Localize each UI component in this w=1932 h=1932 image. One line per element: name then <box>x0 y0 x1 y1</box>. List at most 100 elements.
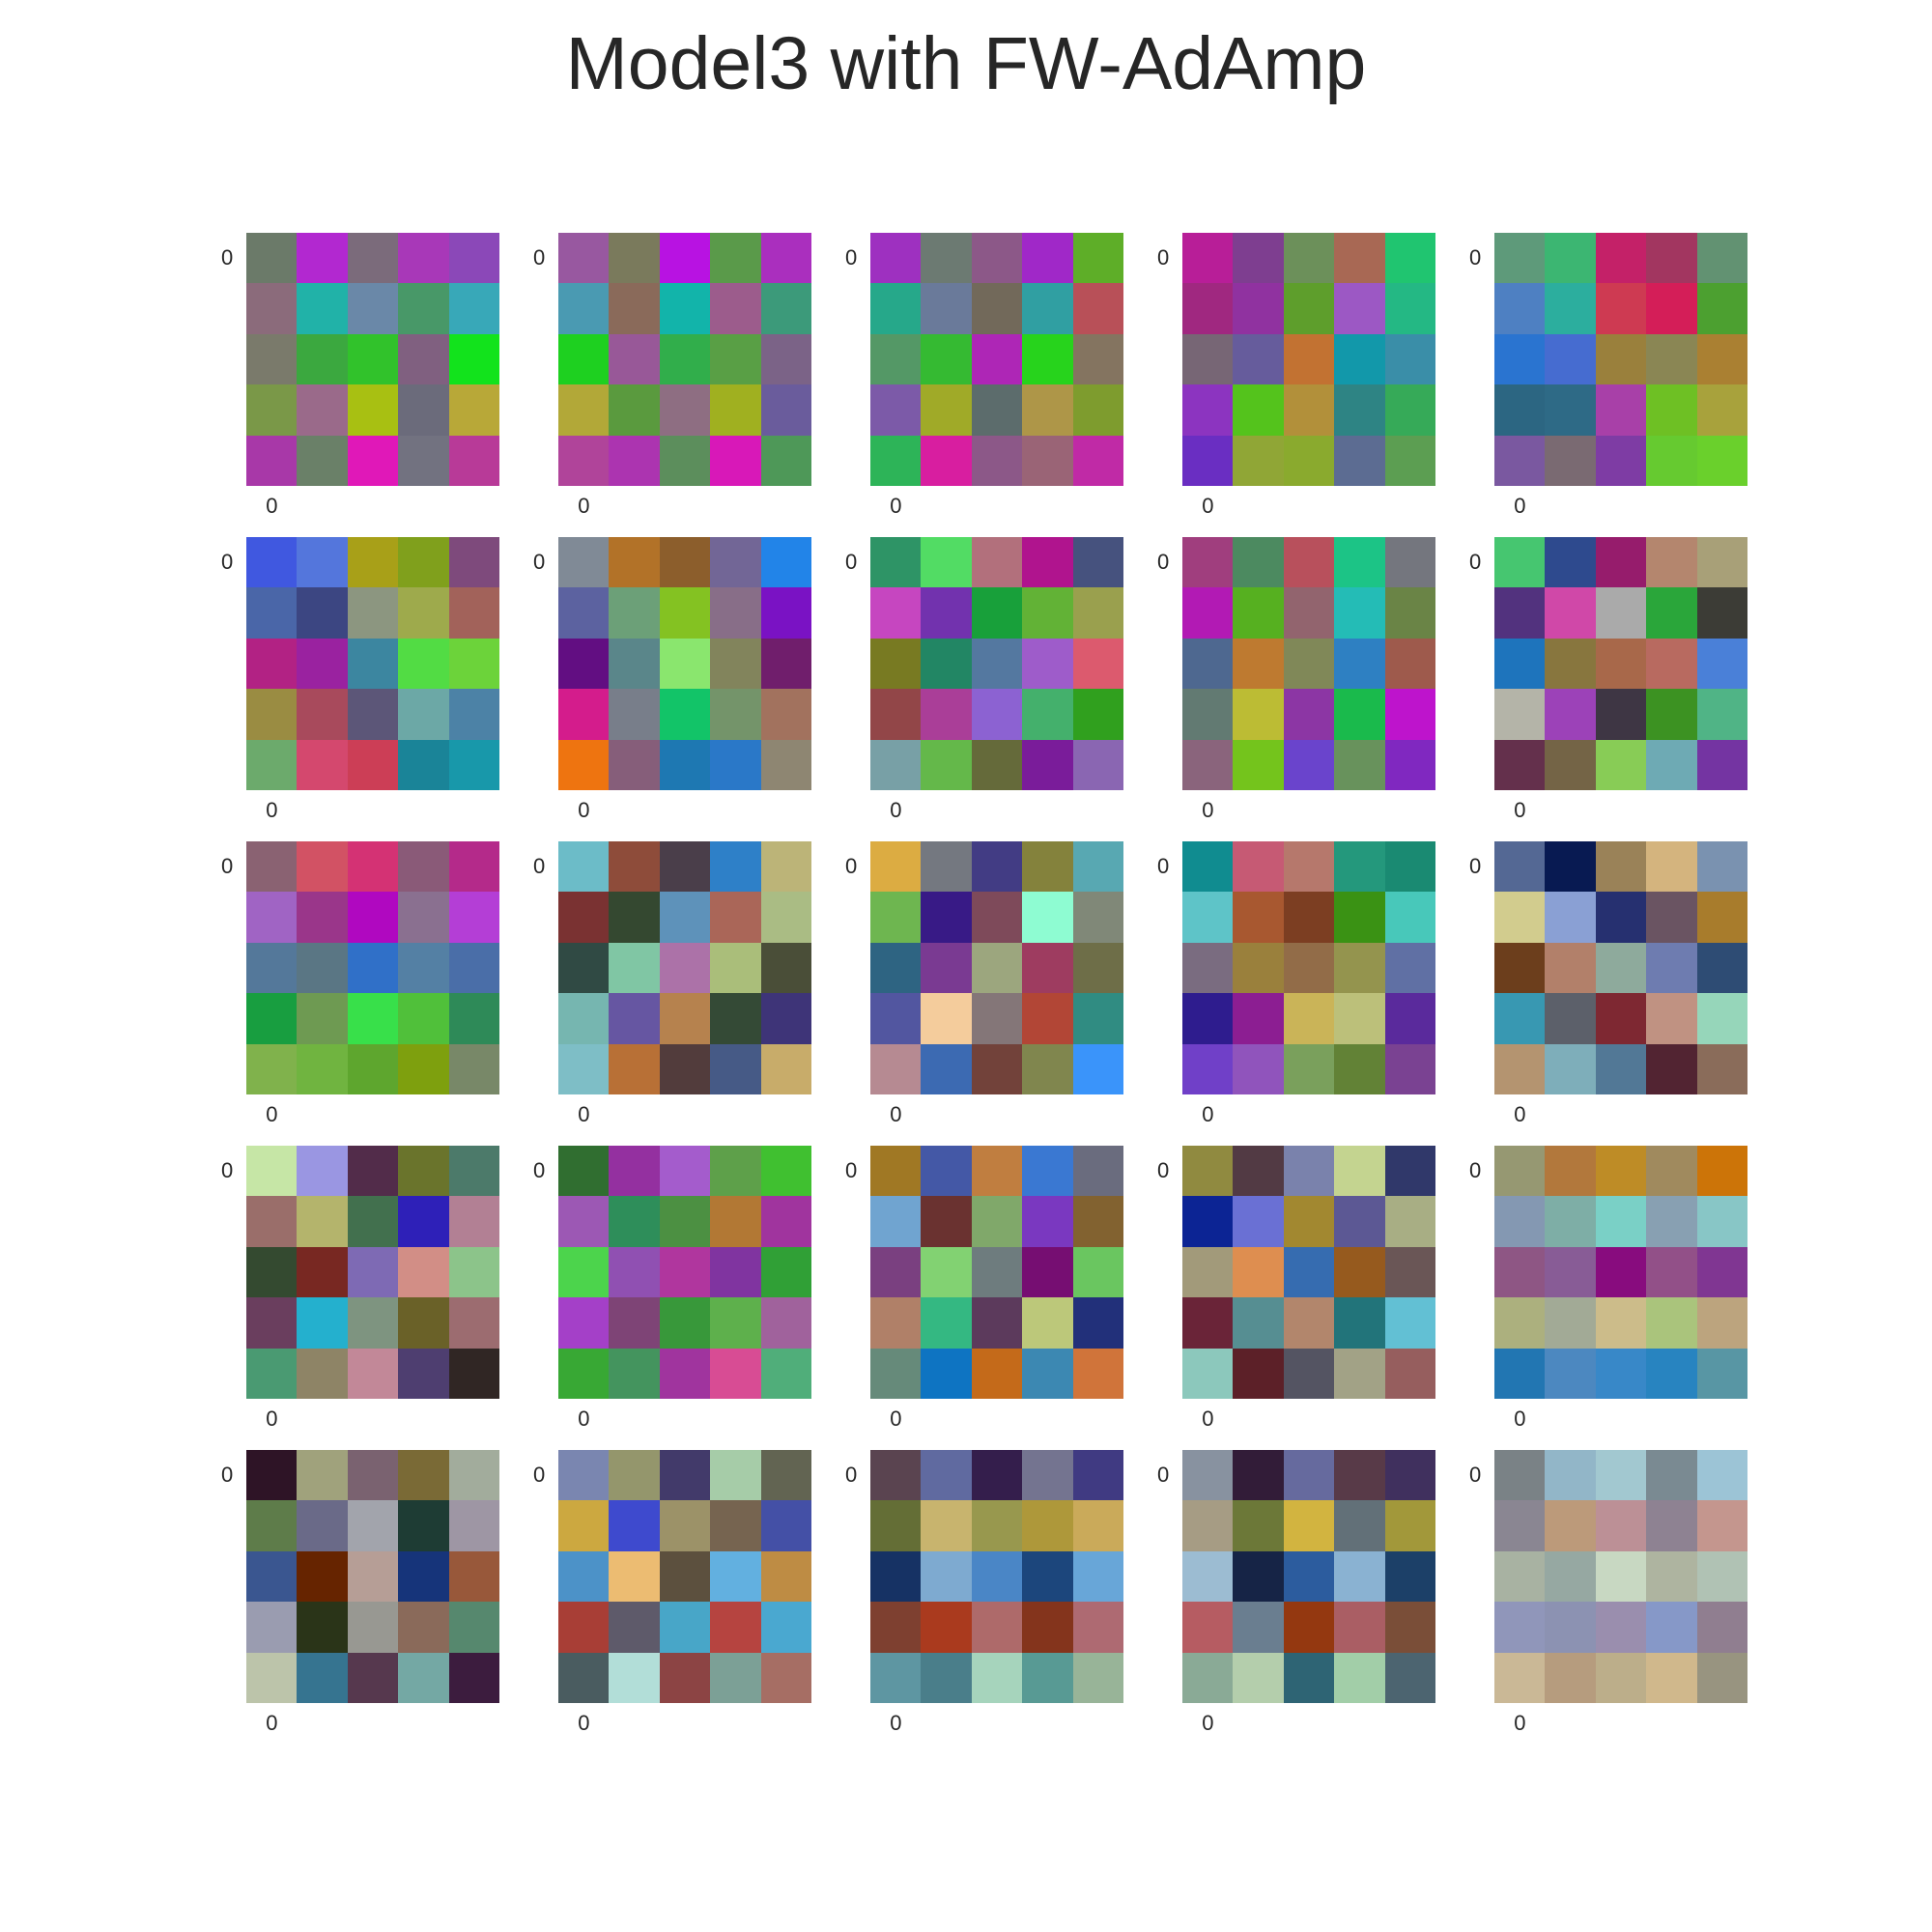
heatmap-cell <box>398 537 450 588</box>
heatmap-cell <box>710 233 762 284</box>
heatmap-cell <box>297 993 349 1045</box>
heatmap-cell <box>1283 1500 1335 1552</box>
heatmap-cell <box>870 435 922 487</box>
heatmap-cell <box>1595 587 1647 639</box>
heatmap-cell <box>1334 1043 1386 1095</box>
heatmap-cell <box>1233 1500 1285 1552</box>
heatmap-cell <box>1233 841 1285 893</box>
heatmap-cell <box>1182 1043 1234 1095</box>
heatmap-cell <box>1233 1550 1285 1603</box>
heatmap-cell <box>760 1500 812 1552</box>
heatmap-cell <box>1072 233 1124 284</box>
heatmap-cell <box>1384 537 1436 588</box>
heatmap-cell <box>1233 993 1285 1045</box>
heatmap-cell <box>1494 537 1546 588</box>
heatmap-cell <box>609 537 661 588</box>
heatmap-cell <box>760 537 812 588</box>
heatmap-cell <box>398 739 450 791</box>
heatmap-cell <box>297 1450 349 1501</box>
y-tick-label: 0 <box>221 1463 234 1488</box>
heatmap-cell <box>347 1146 399 1197</box>
x-tick-label: 0 <box>1514 798 1526 822</box>
heatmap-cell <box>971 892 1023 944</box>
heatmap-cell <box>1646 942 1698 994</box>
heatmap-cell <box>1334 283 1386 335</box>
heatmap-cell <box>297 942 349 994</box>
heatmap-cell <box>297 739 349 791</box>
heatmap-panel <box>870 1146 1124 1400</box>
heatmap-cell <box>1494 993 1546 1045</box>
heatmap-cell <box>448 384 500 437</box>
heatmap-cell <box>1545 435 1597 487</box>
heatmap-cell <box>609 892 661 944</box>
heatmap-cell <box>246 1348 298 1400</box>
heatmap-cell <box>558 1652 610 1704</box>
heatmap-cell <box>398 283 450 335</box>
heatmap-cell <box>1595 283 1647 335</box>
y-tick-label: 0 <box>845 1158 858 1183</box>
heatmap-cell <box>1283 1602 1335 1654</box>
heatmap-cell <box>347 1043 399 1095</box>
heatmap-cell <box>448 942 500 994</box>
heatmap-cell <box>1233 942 1285 994</box>
heatmap-cell <box>558 587 610 639</box>
heatmap-cell <box>1233 1652 1285 1704</box>
heatmap-cell <box>1022 1550 1074 1603</box>
heatmap-cell <box>1283 841 1335 893</box>
heatmap-cell <box>1072 942 1124 994</box>
heatmap-cell <box>659 942 711 994</box>
heatmap-cell <box>246 638 298 690</box>
heatmap-cell <box>1283 233 1335 284</box>
heatmap-cell <box>659 233 711 284</box>
heatmap-cell <box>921 537 973 588</box>
y-tick-label: 0 <box>845 550 858 575</box>
heatmap-cell <box>609 841 661 893</box>
heatmap-cell <box>1072 1246 1124 1298</box>
heatmap-cell <box>246 587 298 639</box>
heatmap-cell <box>246 1297 298 1350</box>
heatmap-cell <box>1696 587 1748 639</box>
heatmap-cell <box>1494 638 1546 690</box>
heatmap-cell <box>971 841 1023 893</box>
heatmap-cell <box>971 435 1023 487</box>
heatmap-cell <box>558 841 610 893</box>
heatmap-cell <box>1022 537 1074 588</box>
y-tick-label: 0 <box>1157 1463 1170 1488</box>
heatmap-cell <box>870 739 922 791</box>
heatmap-cell <box>558 283 610 335</box>
heatmap-panel <box>1182 233 1436 487</box>
heatmap-cell <box>870 892 922 944</box>
heatmap-cell <box>760 333 812 385</box>
heatmap-cell <box>921 1652 973 1704</box>
heatmap-cell <box>1696 1500 1748 1552</box>
heatmap-cell <box>1182 892 1234 944</box>
heatmap-cell <box>1646 892 1698 944</box>
heatmap-cell <box>1696 1146 1748 1197</box>
heatmap-cell <box>1696 1550 1748 1603</box>
heatmap-cell <box>1072 333 1124 385</box>
heatmap-cell <box>1595 1500 1647 1552</box>
heatmap-cell <box>448 1500 500 1552</box>
heatmap-cell <box>398 1550 450 1603</box>
x-tick-label: 0 <box>1202 1102 1214 1126</box>
heatmap-cell <box>1646 283 1698 335</box>
heatmap-cell <box>297 1043 349 1095</box>
heatmap-cell <box>1022 435 1074 487</box>
heatmap-cell <box>921 1043 973 1095</box>
heatmap-cell <box>1334 384 1386 437</box>
heatmap-cell <box>1384 1652 1436 1704</box>
heatmap-panel <box>870 841 1124 1095</box>
heatmap-cell <box>1384 1500 1436 1552</box>
heatmap-panel <box>1494 537 1748 791</box>
heatmap-cell <box>1072 1043 1124 1095</box>
heatmap-cell <box>710 1043 762 1095</box>
heatmap-cell <box>1022 1297 1074 1350</box>
x-tick-label: 0 <box>1202 798 1214 822</box>
heatmap-cell <box>760 841 812 893</box>
heatmap-cell <box>1494 1652 1546 1704</box>
y-tick-label: 0 <box>533 1158 546 1183</box>
heatmap-cell <box>347 1652 399 1704</box>
heatmap-cell <box>398 384 450 437</box>
heatmap-cell <box>921 1297 973 1350</box>
